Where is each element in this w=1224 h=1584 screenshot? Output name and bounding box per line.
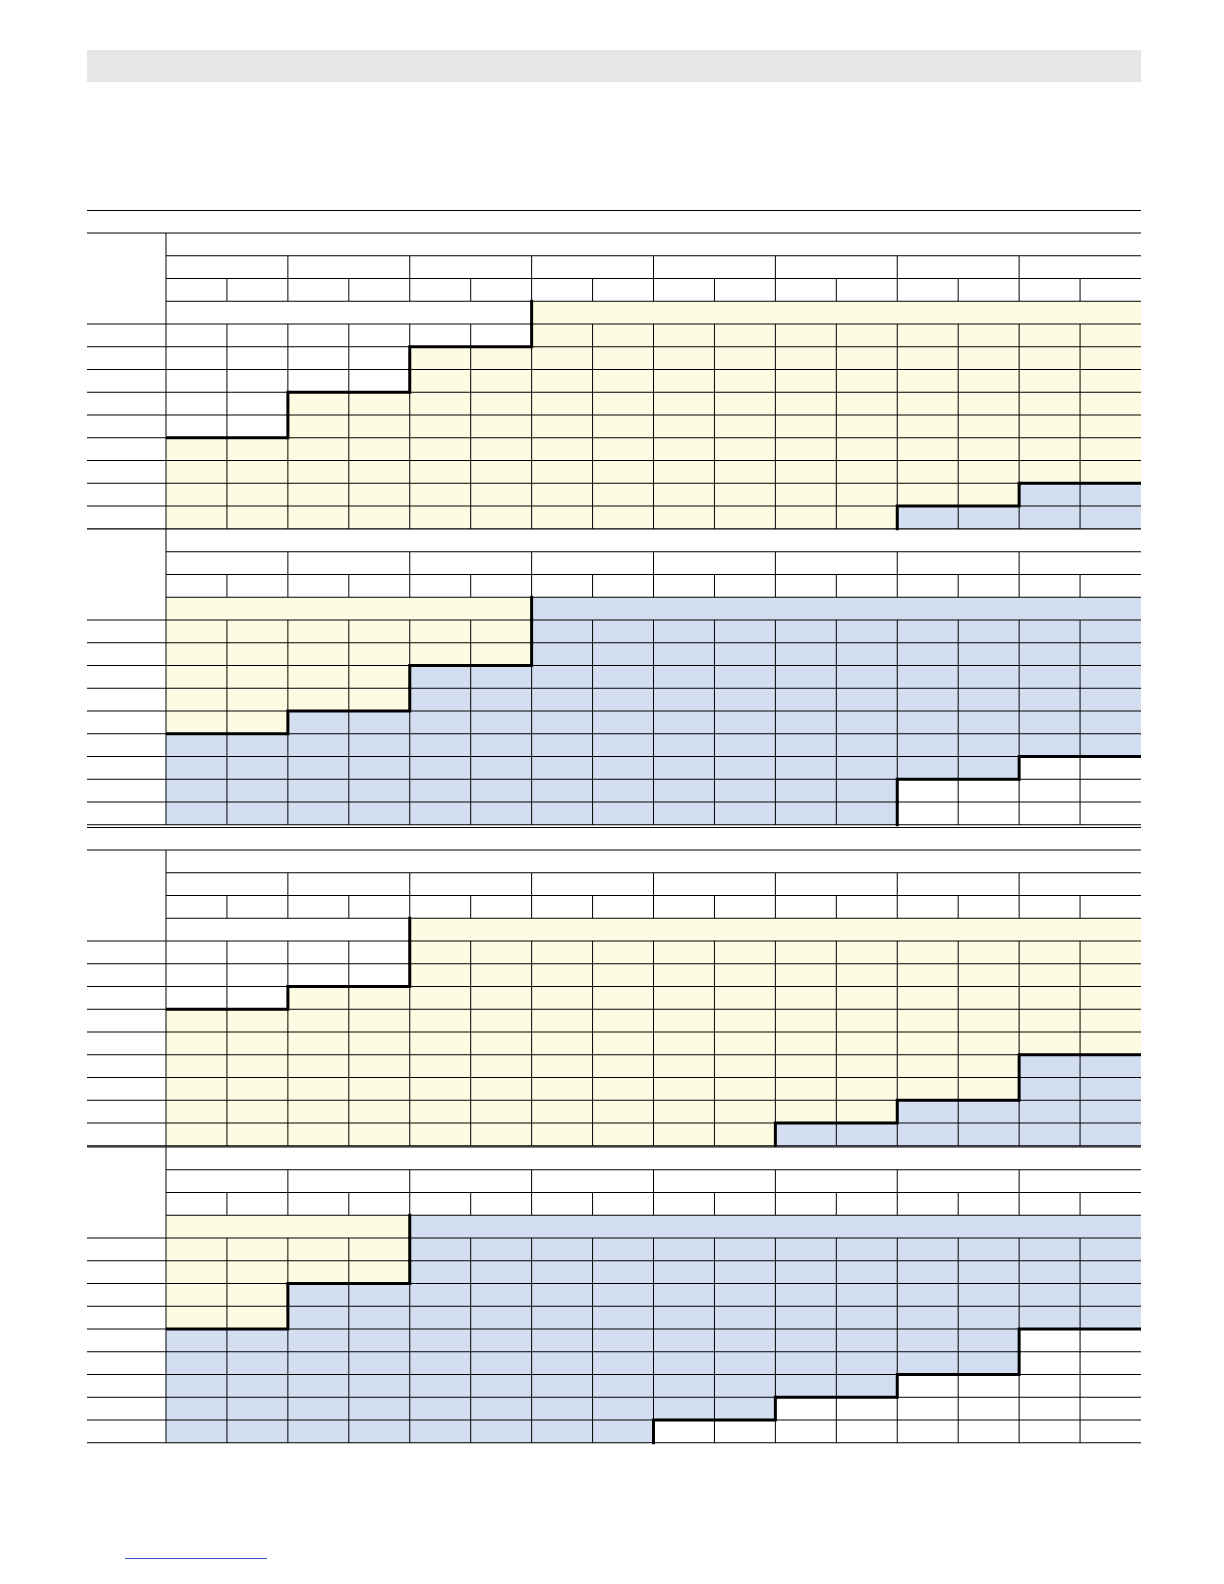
cell-fill: [531, 301, 1141, 324]
header-bar: [87, 50, 1141, 82]
cell-fill: [166, 918, 410, 941]
cell-fill: [166, 597, 532, 620]
cell-fill: [409, 1215, 1141, 1238]
cell-fill: [409, 918, 1141, 941]
cell-fill: [166, 1215, 410, 1238]
cell-fill: [166, 301, 532, 324]
cell-fill: [531, 597, 1141, 620]
